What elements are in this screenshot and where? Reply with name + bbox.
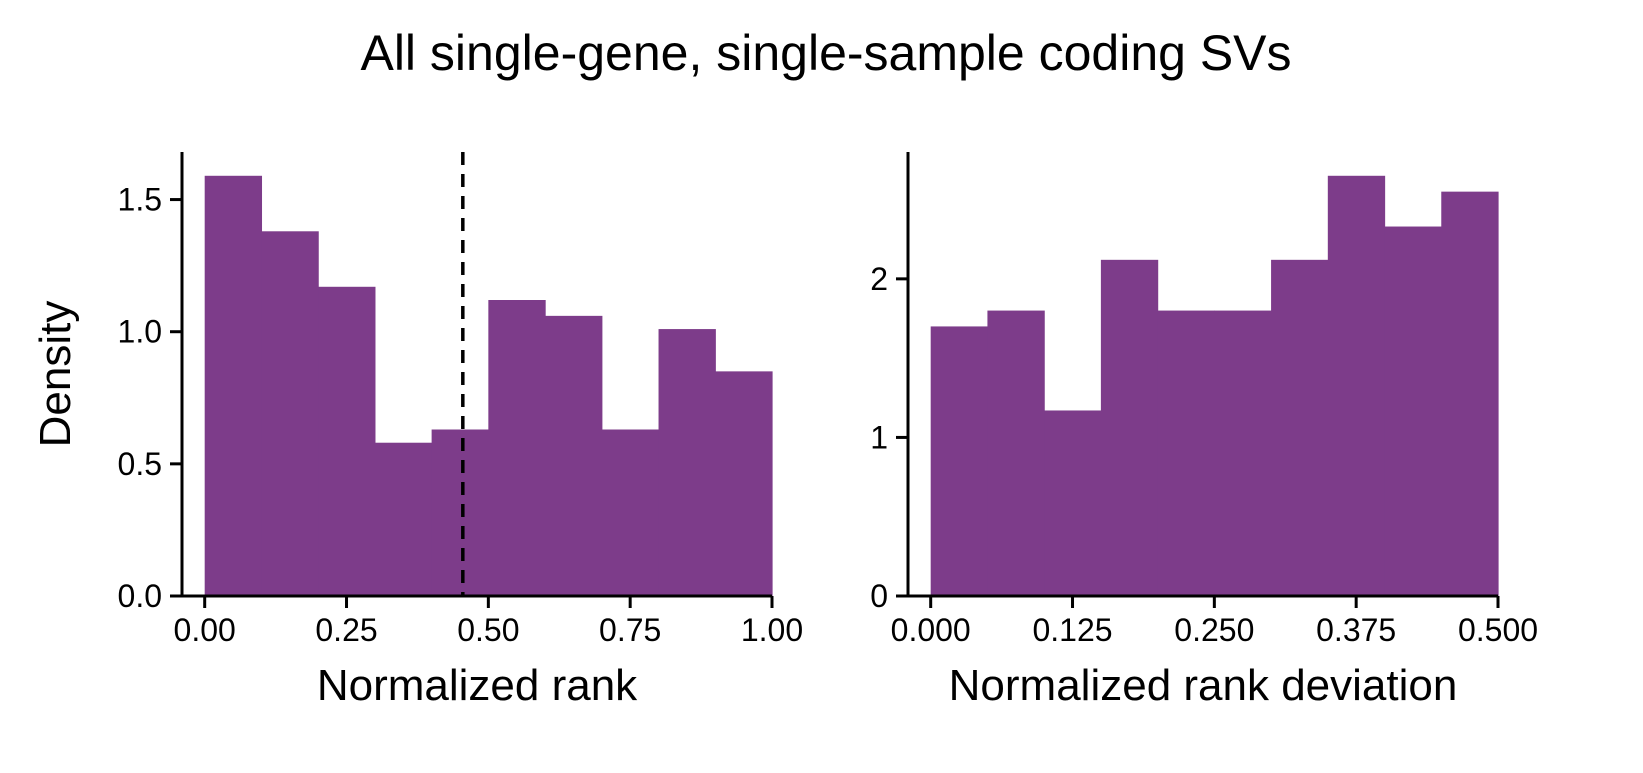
y-tick-label-normalized-rank: 1.5 — [118, 182, 162, 218]
x-tick-label-normalized-rank-deviation: 0.250 — [1174, 612, 1254, 648]
histogram-bar-normalized-rank-7 — [545, 315, 603, 596]
histogram-bar-normalized-rank-deviation-1 — [930, 326, 989, 596]
x-tick-label-normalized-rank-deviation: 0.500 — [1458, 612, 1538, 648]
x-tick-label-normalized-rank: 1.00 — [741, 612, 803, 648]
x-axis-label-normalized-rank: Normalized rank — [317, 661, 638, 710]
bars-normalized-rank-deviation — [930, 175, 1499, 597]
x-ticks-normalized-rank: 0.00 0.25 0.50 0.75 1.00 — [174, 596, 803, 648]
x-tick-label-normalized-rank-deviation: 0.125 — [1032, 612, 1112, 648]
x-tick-label-normalized-rank: 0.25 — [315, 612, 377, 648]
x-axis-label-normalized-rank-deviation: Normalized rank deviation — [949, 661, 1458, 710]
x-tick-label-normalized-rank: 0.50 — [457, 612, 519, 648]
histogram-bar-normalized-rank-6 — [488, 300, 546, 596]
figure-suptitle: All single-gene, single-sample coding SV… — [360, 25, 1291, 81]
y-tick-label-normalized-rank: 1.0 — [118, 314, 162, 350]
histogram-bar-normalized-rank-2 — [261, 231, 319, 597]
bars-normalized-rank — [204, 175, 773, 597]
x-ticks-normalized-rank-deviation: 0.000 0.125 0.250 0.375 0.500 — [891, 596, 1538, 648]
histogram-bar-normalized-rank-10 — [715, 371, 773, 596]
histogram-bar-normalized-rank-5 — [431, 429, 489, 596]
y-tick-label-normalized-rank: 0.0 — [118, 578, 162, 614]
histogram-bar-normalized-rank-4 — [374, 442, 433, 596]
histogram-bar-normalized-rank-deviation-7 — [1271, 259, 1329, 596]
x-tick-label-normalized-rank: 0.00 — [174, 612, 236, 648]
y-tick-label-normalized-rank: 0.5 — [118, 446, 162, 482]
y-tick-label-normalized-rank-deviation: 1 — [870, 419, 888, 455]
x-tick-label-normalized-rank-deviation: 0.000 — [891, 612, 971, 648]
histogram-bar-normalized-rank-deviation-3 — [1044, 410, 1102, 596]
histogram-bar-normalized-rank-deviation-5 — [1157, 310, 1215, 596]
histogram-bar-normalized-rank-9 — [658, 329, 716, 596]
histogram-bar-normalized-rank-deviation-6 — [1214, 310, 1272, 596]
histogram-bar-normalized-rank-deviation-2 — [987, 310, 1045, 596]
y-axis-label-density: Density — [31, 301, 80, 448]
histogram-bar-normalized-rank-deviation-10 — [1441, 191, 1499, 596]
histogram-bar-normalized-rank-8 — [601, 429, 660, 596]
y-ticks-normalized-rank: 0.0 0.5 1.0 1.5 — [118, 182, 182, 614]
panel-normalized-rank-deviation: 0 1 2 0.000 0.125 0.250 0.375 0.500 Normalized… — [870, 152, 1538, 710]
panel-normalized-rank: 0.0 0.5 1.0 1.5 0.00 0.25 0.50 0.75 1.00 Normal… — [31, 152, 803, 710]
y-ticks-normalized-rank-deviation: 0 1 2 — [870, 261, 908, 614]
histogram-bar-normalized-rank-deviation-4 — [1100, 259, 1159, 596]
histogram-bar-normalized-rank-3 — [318, 286, 376, 596]
x-tick-label-normalized-rank-deviation: 0.375 — [1316, 612, 1396, 648]
x-tick-label-normalized-rank: 0.75 — [599, 612, 661, 648]
histogram-bar-normalized-rank-1 — [204, 175, 263, 597]
y-tick-label-normalized-rank-deviation: 2 — [870, 261, 888, 297]
y-tick-label-normalized-rank-deviation: 0 — [870, 578, 888, 614]
histogram-bar-normalized-rank-deviation-8 — [1327, 175, 1386, 597]
histogram-bar-normalized-rank-deviation-9 — [1384, 226, 1442, 596]
